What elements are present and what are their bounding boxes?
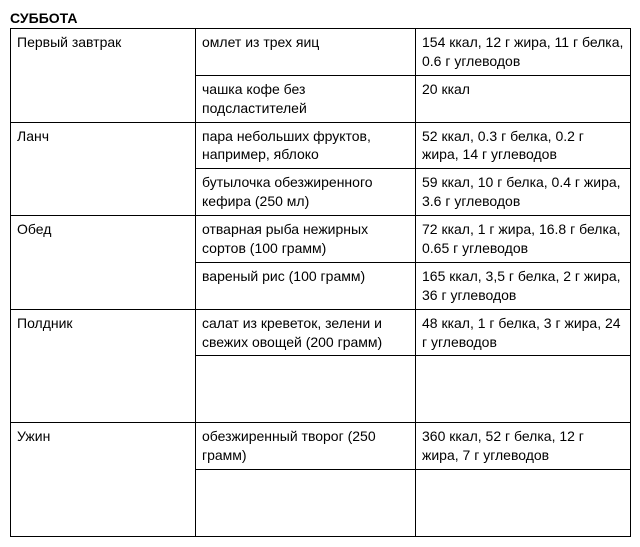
- nutrition-cell: 165 ккал, 3,5 г белка, 2 г жира, 36 г уг…: [416, 262, 631, 309]
- food-cell: омлет из трех яиц: [196, 29, 416, 76]
- food-cell: вареный рис (100 грамм): [196, 262, 416, 309]
- meal-name-cell: Ланч: [11, 122, 196, 216]
- food-cell: чашка кофе без подсластителей: [196, 75, 416, 122]
- nutrition-cell: 48 ккал, 1 г белка, 3 г жира, 24 г углев…: [416, 309, 631, 356]
- day-title: СУББОТА: [10, 10, 630, 26]
- nutrition-cell: 360 ккал, 52 г белка, 12 г жира, 7 г угл…: [416, 423, 631, 470]
- meal-name-cell: Полдник: [11, 309, 196, 423]
- table-row: Ужинобезжиренный творог (250 грамм)360 к…: [11, 423, 631, 470]
- food-cell: [196, 356, 416, 423]
- food-cell: [196, 470, 416, 537]
- table-row: Обедотварная рыба нежирных сортов (100 г…: [11, 216, 631, 263]
- food-cell: пара небольших фруктов, например, яблоко: [196, 122, 416, 169]
- nutrition-cell: 20 ккал: [416, 75, 631, 122]
- nutrition-cell: 52 ккал, 0.3 г белка, 0.2 г жира, 14 г у…: [416, 122, 631, 169]
- meal-plan-table: Первый завтракомлет из трех яиц154 ккал,…: [10, 28, 631, 537]
- nutrition-cell: [416, 356, 631, 423]
- food-cell: отварная рыба нежирных сортов (100 грамм…: [196, 216, 416, 263]
- nutrition-cell: [416, 470, 631, 537]
- nutrition-cell: 154 ккал, 12 г жира, 11 г белка, 0.6 г у…: [416, 29, 631, 76]
- table-row: Ланчпара небольших фруктов, например, яб…: [11, 122, 631, 169]
- meal-name-cell: Первый завтрак: [11, 29, 196, 123]
- table-row: Полдниксалат из креветок, зелени и свежи…: [11, 309, 631, 356]
- meal-name-cell: Обед: [11, 216, 196, 310]
- nutrition-cell: 72 ккал, 1 г жира, 16.8 г белка, 0.65 г …: [416, 216, 631, 263]
- nutrition-cell: 59 ккал, 10 г белка, 0.4 г жира, 3.6 г у…: [416, 169, 631, 216]
- food-cell: бутылочка обезжиренного кефира (250 мл): [196, 169, 416, 216]
- food-cell: салат из креветок, зелени и свежих овоще…: [196, 309, 416, 356]
- meal-name-cell: Ужин: [11, 423, 196, 537]
- table-row: Первый завтракомлет из трех яиц154 ккал,…: [11, 29, 631, 76]
- food-cell: обезжиренный творог (250 грамм): [196, 423, 416, 470]
